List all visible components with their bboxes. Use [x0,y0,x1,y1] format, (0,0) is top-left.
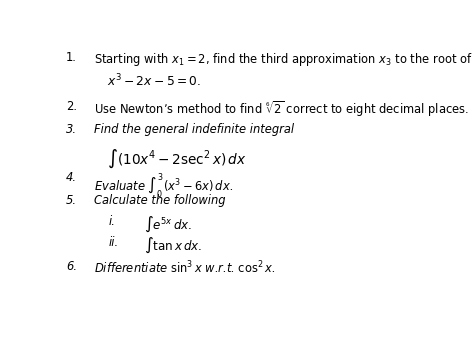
Text: Use Newton’s method to find $\sqrt[6]{2}$ correct to eight decimal places.: Use Newton’s method to find $\sqrt[6]{2}… [94,99,469,119]
Text: Starting with $x_1 = 2$, find the third approximation $x_3$ to the root of the e: Starting with $x_1 = 2$, find the third … [94,51,474,67]
Text: 4.: 4. [66,171,77,184]
Text: i.: i. [109,215,116,228]
Text: 1.: 1. [66,51,77,64]
Text: 5.: 5. [66,194,77,207]
Text: $x^3 - 2x - 5 = 0.$: $x^3 - 2x - 5 = 0.$ [107,73,201,90]
Text: $\int (10x^4 - 2\sec^2 x)\,dx$: $\int (10x^4 - 2\sec^2 x)\,dx$ [107,147,246,170]
Text: $\int \tan x\,dx.$: $\int \tan x\,dx.$ [144,236,202,255]
Text: Find the general indefinite integral: Find the general indefinite integral [94,123,294,136]
Text: $\int e^{5x}\,dx.$: $\int e^{5x}\,dx.$ [144,215,192,234]
Text: 6.: 6. [66,260,77,273]
Text: 3.: 3. [66,123,77,136]
Text: Evaluate $\int_0^{3}(x^3 - 6x)\,dx$.: Evaluate $\int_0^{3}(x^3 - 6x)\,dx$. [94,171,233,200]
Text: ii.: ii. [109,236,119,249]
Text: Differentiate $\sin^3 x$ w.r.t. $\cos^2 x$.: Differentiate $\sin^3 x$ w.r.t. $\cos^2 … [94,260,276,277]
Text: 2.: 2. [66,99,77,112]
Text: Calculate the following: Calculate the following [94,194,226,207]
